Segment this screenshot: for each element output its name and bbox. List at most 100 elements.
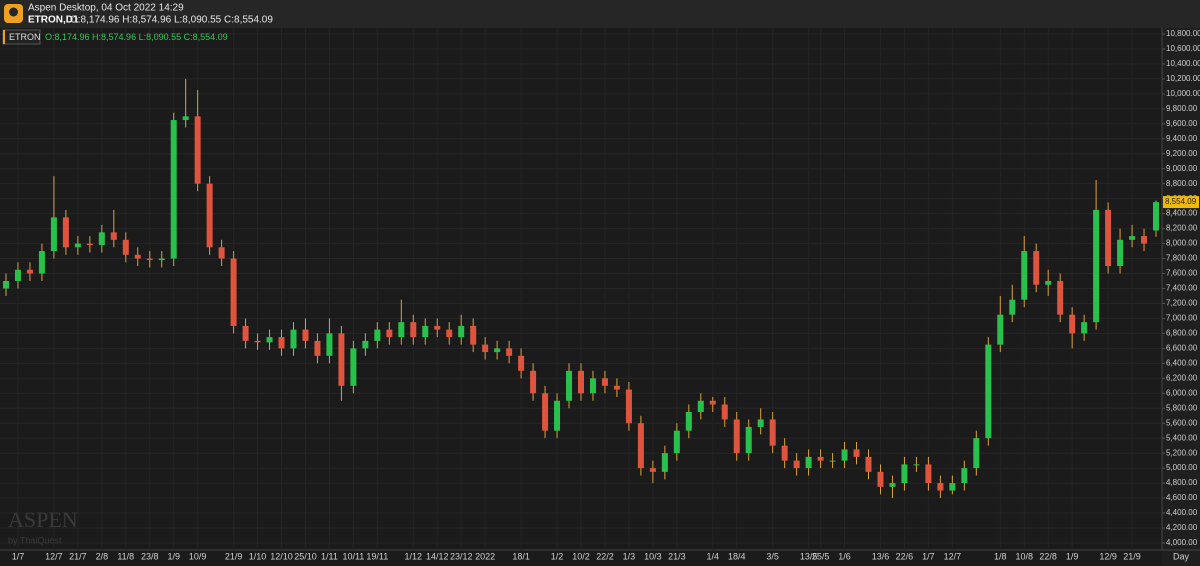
candle-body: [889, 483, 896, 487]
grid: [0, 28, 1162, 550]
candle-body: [410, 322, 417, 338]
x-tick-label: 1/8: [994, 551, 1007, 561]
y-tick-label: 5,400.00: [1166, 433, 1198, 442]
legend-name: ETRON: [9, 32, 41, 42]
header-ohlc: O:8,174.96 H:8,574.96 L:8,090.55 C:8,554…: [70, 15, 273, 26]
candle-body: [134, 254, 141, 259]
candle-body: [362, 340, 369, 349]
header-bar: [0, 0, 1200, 28]
candle-body: [745, 426, 752, 454]
candle-body: [554, 400, 561, 431]
candle-body: [733, 419, 740, 454]
x-tick-label: 1/12: [405, 551, 423, 561]
y-tick-label: 9,600.00: [1166, 119, 1198, 128]
candle-body: [817, 456, 824, 461]
candle-body: [422, 325, 429, 338]
candle-body: [278, 337, 285, 349]
candle-body: [685, 411, 692, 431]
candle-body: [182, 116, 189, 121]
candle-body: [913, 464, 920, 466]
candle-body: [1117, 239, 1124, 267]
y-tick-label: 7,200.00: [1166, 299, 1198, 308]
y-tick-label: 9,000.00: [1166, 164, 1198, 173]
header-app: Aspen Desktop, 04 Oct 2022 14:29: [28, 3, 184, 14]
y-tick-label: 4,400.00: [1166, 508, 1198, 517]
y-tick-label: 8,200.00: [1166, 224, 1198, 233]
x-tick-label: 18/1: [512, 551, 530, 561]
candle-body: [841, 449, 848, 461]
y-tick-label: 7,400.00: [1166, 284, 1198, 293]
candle-body: [1105, 209, 1112, 267]
candle-body: [326, 333, 333, 356]
candle-body: [206, 183, 213, 248]
candle-body: [997, 314, 1004, 345]
header-symbol: ETRON,D1: [28, 15, 79, 26]
x-tick-label: 2022: [475, 551, 495, 561]
candle-body: [578, 370, 584, 394]
x-tick-label: 22/6: [896, 551, 914, 561]
candle-body: [1009, 299, 1016, 315]
candle-body: [386, 329, 393, 338]
x-tick-label: 3/5: [766, 551, 779, 561]
candle-body: [170, 120, 177, 259]
candle-body: [925, 464, 932, 484]
candle-body: [254, 340, 261, 343]
y-tick-label: 10,000.00: [1166, 89, 1200, 98]
candle-body: [374, 329, 381, 341]
candle-body: [769, 419, 776, 446]
y-tick-label: 4,800.00: [1166, 478, 1198, 487]
candle-body: [26, 269, 33, 274]
y-tick-label: 5,800.00: [1166, 403, 1198, 412]
candle-body: [949, 483, 956, 491]
candle-body: [542, 393, 549, 431]
candle-body: [230, 258, 237, 326]
candle-body: [673, 430, 680, 454]
x-tick-label: 1/4: [707, 551, 720, 561]
candle-body: [350, 348, 357, 386]
candle-body: [853, 449, 860, 457]
candle-body: [877, 471, 884, 487]
x-tick-label: 12/9: [1099, 551, 1117, 561]
y-tick-label: 10,200.00: [1166, 74, 1200, 83]
watermark-title: ASPEN: [8, 507, 78, 532]
y-tick-label: 8,400.00: [1166, 209, 1198, 218]
y-axis-panel: [1162, 28, 1200, 566]
x-tick-label: 1/6: [838, 551, 851, 561]
candle-body: [158, 258, 165, 261]
candle-body: [50, 217, 57, 252]
x-tick-label: 1/10: [249, 551, 267, 561]
y-tick-label: 10,400.00: [1166, 59, 1200, 68]
y-tick-label: 10,800.00: [1166, 29, 1200, 38]
x-tick-label: 1/7: [12, 551, 25, 561]
candle-body: [1045, 280, 1052, 285]
y-tick-label: 4,200.00: [1166, 523, 1198, 532]
candle-body: [314, 340, 321, 356]
candle-body: [110, 232, 117, 240]
x-tick-label: 10/2: [572, 551, 590, 561]
y-tick-label: 7,600.00: [1166, 269, 1198, 278]
candle-body: [290, 329, 297, 349]
x-tick-label: 21/9: [225, 551, 243, 561]
y-tick-label: 6,000.00: [1166, 388, 1198, 397]
x-tick-label: 21/7: [69, 551, 87, 561]
x-tick-label: 23/12: [450, 551, 473, 561]
candle-body: [601, 378, 608, 386]
candle-body: [146, 258, 153, 261]
candle-body: [1153, 202, 1160, 231]
last-price-box: [1163, 196, 1199, 209]
candle-body: [709, 400, 716, 405]
candle-body: [218, 247, 225, 259]
candle-body: [637, 423, 644, 469]
y-tick-label: 5,600.00: [1166, 418, 1198, 427]
candle-body: [1081, 322, 1088, 334]
x-tick-label: 25/5: [812, 551, 830, 561]
x-tick-label: 10/8: [1015, 551, 1033, 561]
y-tick-label: 8,000.00: [1166, 239, 1198, 248]
candle-body: [74, 243, 81, 248]
candle-body: [973, 438, 980, 469]
candle-body: [961, 468, 968, 484]
candle-body: [458, 325, 465, 338]
candle-body: [266, 337, 273, 343]
candle-body: [398, 322, 405, 338]
